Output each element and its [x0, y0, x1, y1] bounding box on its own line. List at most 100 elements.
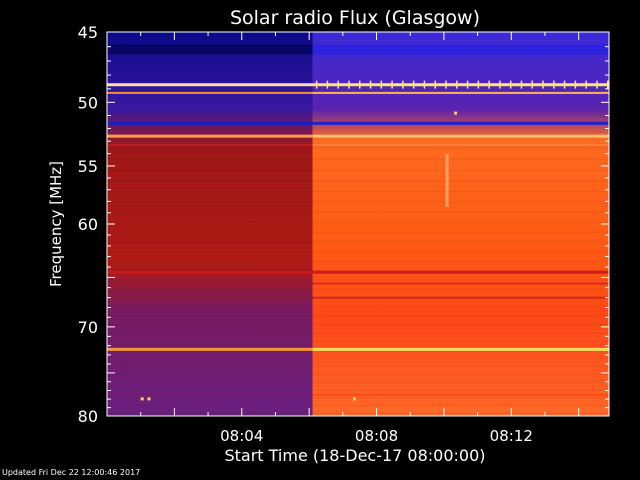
periodic-mark: [456, 80, 458, 89]
band-streak: [107, 393, 313, 396]
periodic-mark: [596, 80, 598, 89]
periodic-mark: [520, 80, 523, 89]
periodic-mark: [488, 80, 490, 89]
texture-line: [107, 389, 609, 391]
band-streak: [107, 347, 313, 351]
periodic-mark: [337, 80, 339, 89]
periodic-mark: [563, 80, 566, 89]
band-streak: [107, 91, 313, 94]
texture-line: [107, 251, 609, 253]
periodic-mark: [359, 80, 361, 89]
periodic-mark: [477, 80, 480, 89]
texture-line: [107, 332, 609, 334]
periodic-mark: [585, 80, 587, 89]
bright-spot: [352, 397, 356, 401]
y-axis-label: Frequency [MHz]: [47, 161, 65, 287]
band-streak: [312, 91, 609, 94]
periodic-mark: [423, 80, 426, 89]
texture-line: [107, 231, 609, 233]
x-axis: 08:04 08:08 08:12: [140, 32, 580, 445]
periodic-mark: [606, 80, 609, 89]
periodic-mark: [315, 80, 318, 89]
band-streak: [107, 44, 313, 55]
texture-line: [107, 297, 609, 299]
texture-line: [107, 306, 609, 308]
texture-line: [107, 169, 609, 171]
periodic-mark: [391, 80, 393, 89]
texture-line: [107, 211, 609, 213]
texture-line: [107, 412, 609, 414]
texture-line: [107, 405, 609, 407]
periodic-mark: [553, 80, 555, 89]
band-streak: [107, 143, 313, 146]
updated-timestamp: Updated Fri Dec 22 12:00:46 2017: [2, 468, 141, 477]
periodic-mark: [369, 80, 372, 89]
texture-line: [107, 365, 609, 367]
band-streak: [312, 44, 609, 55]
band-streak: [107, 282, 313, 285]
texture-line: [107, 260, 609, 262]
texture-line: [107, 341, 609, 343]
x-tick-label: 08:08: [355, 427, 398, 445]
bright-spot: [454, 111, 458, 115]
y-tick-label: 50: [78, 93, 98, 112]
texture-line: [107, 373, 609, 375]
band-streak: [312, 134, 609, 138]
periodic-mark: [402, 80, 404, 89]
plot-area: [106, 31, 610, 417]
y-tick-label: 45: [78, 23, 98, 42]
band-streak: [107, 270, 313, 274]
bright-spot: [147, 397, 151, 401]
transient-streak: [445, 153, 449, 208]
quiet-region: [107, 32, 313, 416]
texture-line: [107, 349, 609, 351]
texture-line: [107, 158, 609, 160]
texture-line: [107, 201, 609, 203]
band-streak: [107, 121, 313, 125]
periodic-mark: [412, 80, 415, 89]
texture-line: [107, 279, 609, 281]
band-streak: [312, 393, 609, 396]
y-tick-label: 80: [78, 407, 98, 426]
periodic-mark: [348, 80, 350, 89]
band-streak: [312, 121, 609, 125]
band-streak: [312, 143, 609, 146]
texture-line: [107, 180, 609, 182]
chart-title: Solar radio Flux (Glasgow): [230, 7, 480, 29]
periodic-mark: [499, 80, 501, 89]
texture-line: [107, 357, 609, 359]
texture-line: [107, 315, 609, 317]
band-streak: [312, 347, 609, 351]
burst-region: [312, 32, 609, 416]
periodic-mark: [531, 80, 534, 89]
texture-line: [107, 381, 609, 383]
periodic-mark: [509, 80, 512, 89]
y-tick-label: 55: [78, 157, 98, 176]
y-axis: 45 50 55 60 70 80: [78, 23, 609, 426]
band-streak: [312, 296, 609, 299]
band-streak: [312, 270, 609, 274]
y-tick-label: 60: [78, 215, 98, 234]
x-tick-label: 08:04: [220, 427, 263, 445]
y-tick-label: 70: [78, 318, 98, 337]
texture-line: [107, 397, 609, 399]
periodic-mark: [380, 80, 383, 89]
periodic-mark: [542, 80, 544, 89]
band-streak: [312, 83, 609, 87]
texture-line: [107, 324, 609, 326]
band-streak: [312, 282, 609, 285]
x-tick-label: 08:12: [490, 427, 533, 445]
periodic-mark: [445, 80, 447, 89]
bright-spot: [140, 397, 144, 401]
band-streak: [107, 83, 313, 87]
periodic-mark: [466, 80, 469, 89]
periodic-mark: [574, 80, 577, 89]
texture-line: [107, 270, 609, 272]
band-streak: [107, 134, 313, 138]
periodic-mark: [326, 80, 329, 89]
periodic-mark: [434, 80, 436, 89]
x-axis-label: Start Time (18-Dec-17 08:00:00): [224, 446, 485, 465]
texture-line: [107, 190, 609, 192]
texture-line: [107, 241, 609, 243]
